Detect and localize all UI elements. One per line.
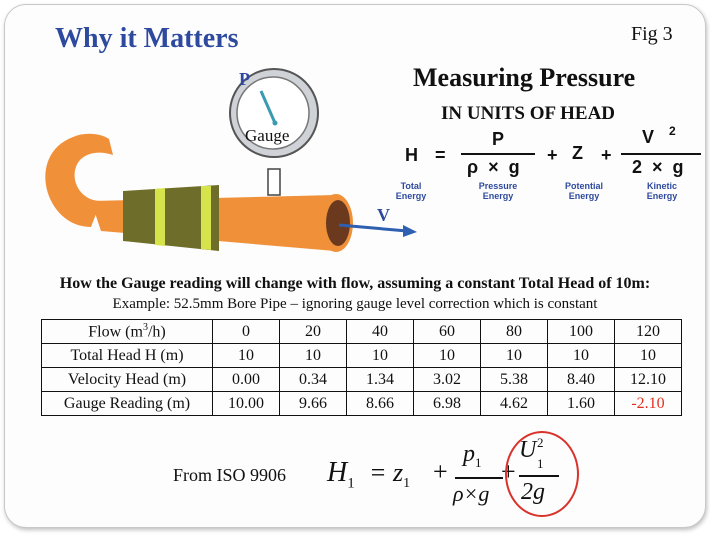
row-label-velocity-head: Velocity Head (m)	[41, 367, 213, 392]
iso-fraction-bar-1	[455, 477, 503, 479]
velocity-arrow-shaft	[338, 223, 408, 233]
table-cell: 0	[212, 319, 280, 344]
row-label-flow: Flow (m3/h)	[41, 319, 213, 344]
eq-numerator-kinetic: V	[642, 127, 655, 147]
eq-H: H	[405, 145, 418, 165]
iso-H: H1	[327, 457, 355, 492]
pipe-gauge-illustration	[45, 68, 417, 252]
equation-heading: Measuring Pressure	[413, 63, 636, 92]
eq-numerator-pressure: P	[492, 129, 505, 149]
equation-subheading: IN UNITS OF HEAD	[441, 103, 616, 124]
gauge-stem	[267, 168, 281, 196]
table-cell: 12.10	[614, 367, 682, 392]
iso-eq-z: = z1	[369, 458, 411, 492]
gauge-dial-face	[236, 76, 310, 150]
eq-plus-1: +	[547, 145, 558, 165]
label-total-energy: Total Energy	[395, 181, 427, 201]
table-cell: 1.34	[346, 367, 414, 392]
iso-U: U	[519, 437, 537, 463]
eq-plus-2: +	[601, 145, 612, 165]
table-cell: 8.40	[547, 367, 615, 392]
table-cell: 80	[480, 319, 548, 344]
gauge-needle	[259, 90, 277, 124]
row-label-total-head: Total Head H (m)	[41, 343, 213, 368]
eq-Z: Z	[572, 143, 583, 163]
table-cell: 10.00	[212, 391, 280, 416]
table-row: Velocity Head (m) 0.00 0.34 1.34 3.02 5.…	[41, 367, 682, 392]
iso-denom-2: 2g	[521, 479, 545, 505]
table-cell: 0.34	[279, 367, 347, 392]
table-cell: 120	[614, 319, 682, 344]
label-pressure-energy: Pressure Energy	[478, 181, 518, 201]
label-kinetic-energy: Kinetic Energy	[646, 181, 678, 201]
iso-denom-1: ρ×g	[453, 481, 490, 506]
table-caption: How the Gauge reading will change with f…	[59, 275, 651, 292]
table-cell: 6.98	[413, 391, 481, 416]
eq-exponent: 2	[669, 124, 676, 138]
table-cell: 100	[547, 319, 615, 344]
iso-label: From ISO 9906	[173, 465, 287, 485]
eq-denominator-pressure: ρ × g	[467, 157, 520, 177]
table-cell: 10	[547, 343, 615, 368]
table-cell: 9.66	[279, 391, 347, 416]
table-cell-negative: -2.10	[614, 391, 682, 416]
coupling-stripe-2	[201, 186, 211, 250]
eq-equals: =	[435, 145, 446, 165]
table-cell: 20	[279, 319, 347, 344]
row-label-gauge-reading: Gauge Reading (m)	[41, 391, 213, 416]
coupling-band	[123, 185, 219, 251]
eq-denominator-kinetic: 2 × g	[632, 157, 684, 177]
flow-table: Flow (m3/h) 0 20 40 60 80 100 120 Total …	[41, 319, 682, 416]
label-potential-energy: Potential Energy	[564, 181, 603, 201]
table-cell: 10	[413, 343, 481, 368]
table-cell: 1.60	[547, 391, 615, 416]
table-row: Total Head H (m) 10 10 10 10 10 10 10	[41, 343, 682, 368]
velocity-label: V	[377, 205, 390, 225]
table-cell: 4.62	[480, 391, 548, 416]
velocity-arrow-head	[403, 225, 417, 237]
table-row: Gauge Reading (m) 10.00 9.66 8.66 6.98 4…	[41, 391, 682, 416]
table-cell: 60	[413, 319, 481, 344]
figure-label: Fig 3	[631, 23, 673, 45]
iso-plus-1: +	[433, 457, 448, 486]
pressure-label: P	[239, 69, 250, 89]
eq-fraction-bar-2	[621, 153, 701, 155]
table-cell: 10	[212, 343, 280, 368]
table-cell: 40	[346, 319, 414, 344]
eq-fraction-bar-1	[461, 153, 535, 155]
table-cell: 10	[614, 343, 682, 368]
table-cell: 10	[480, 343, 548, 368]
slide-title: Why it Matters	[55, 23, 239, 54]
iso-U-sub: 1	[537, 456, 544, 471]
iso-U-sup: 2	[537, 435, 544, 450]
table-cell: 10	[346, 343, 414, 368]
slide: Why it Matters Fig 3 Gauge P V Measuring…	[4, 4, 706, 528]
iso-fraction-bar-2	[519, 475, 559, 477]
pipe-end-opening	[326, 200, 350, 246]
table-example-note: Example: 52.5mm Bore Pipe – ignoring gau…	[112, 296, 598, 312]
table-cell: 5.38	[480, 367, 548, 392]
table-cell: 8.66	[346, 391, 414, 416]
iso-kinetic-circle	[505, 431, 579, 517]
coupling-stripe-1	[155, 188, 165, 246]
table-cell: 0.00	[212, 367, 280, 392]
gauge-needle-hub	[272, 120, 278, 126]
table-cell: 10	[279, 343, 347, 368]
table-cell: 3.02	[413, 367, 481, 392]
iso-p: p1	[463, 441, 482, 470]
gauge-label: Gauge	[245, 126, 290, 145]
table-row: Flow (m3/h) 0 20 40 60 80 100 120	[41, 319, 682, 344]
